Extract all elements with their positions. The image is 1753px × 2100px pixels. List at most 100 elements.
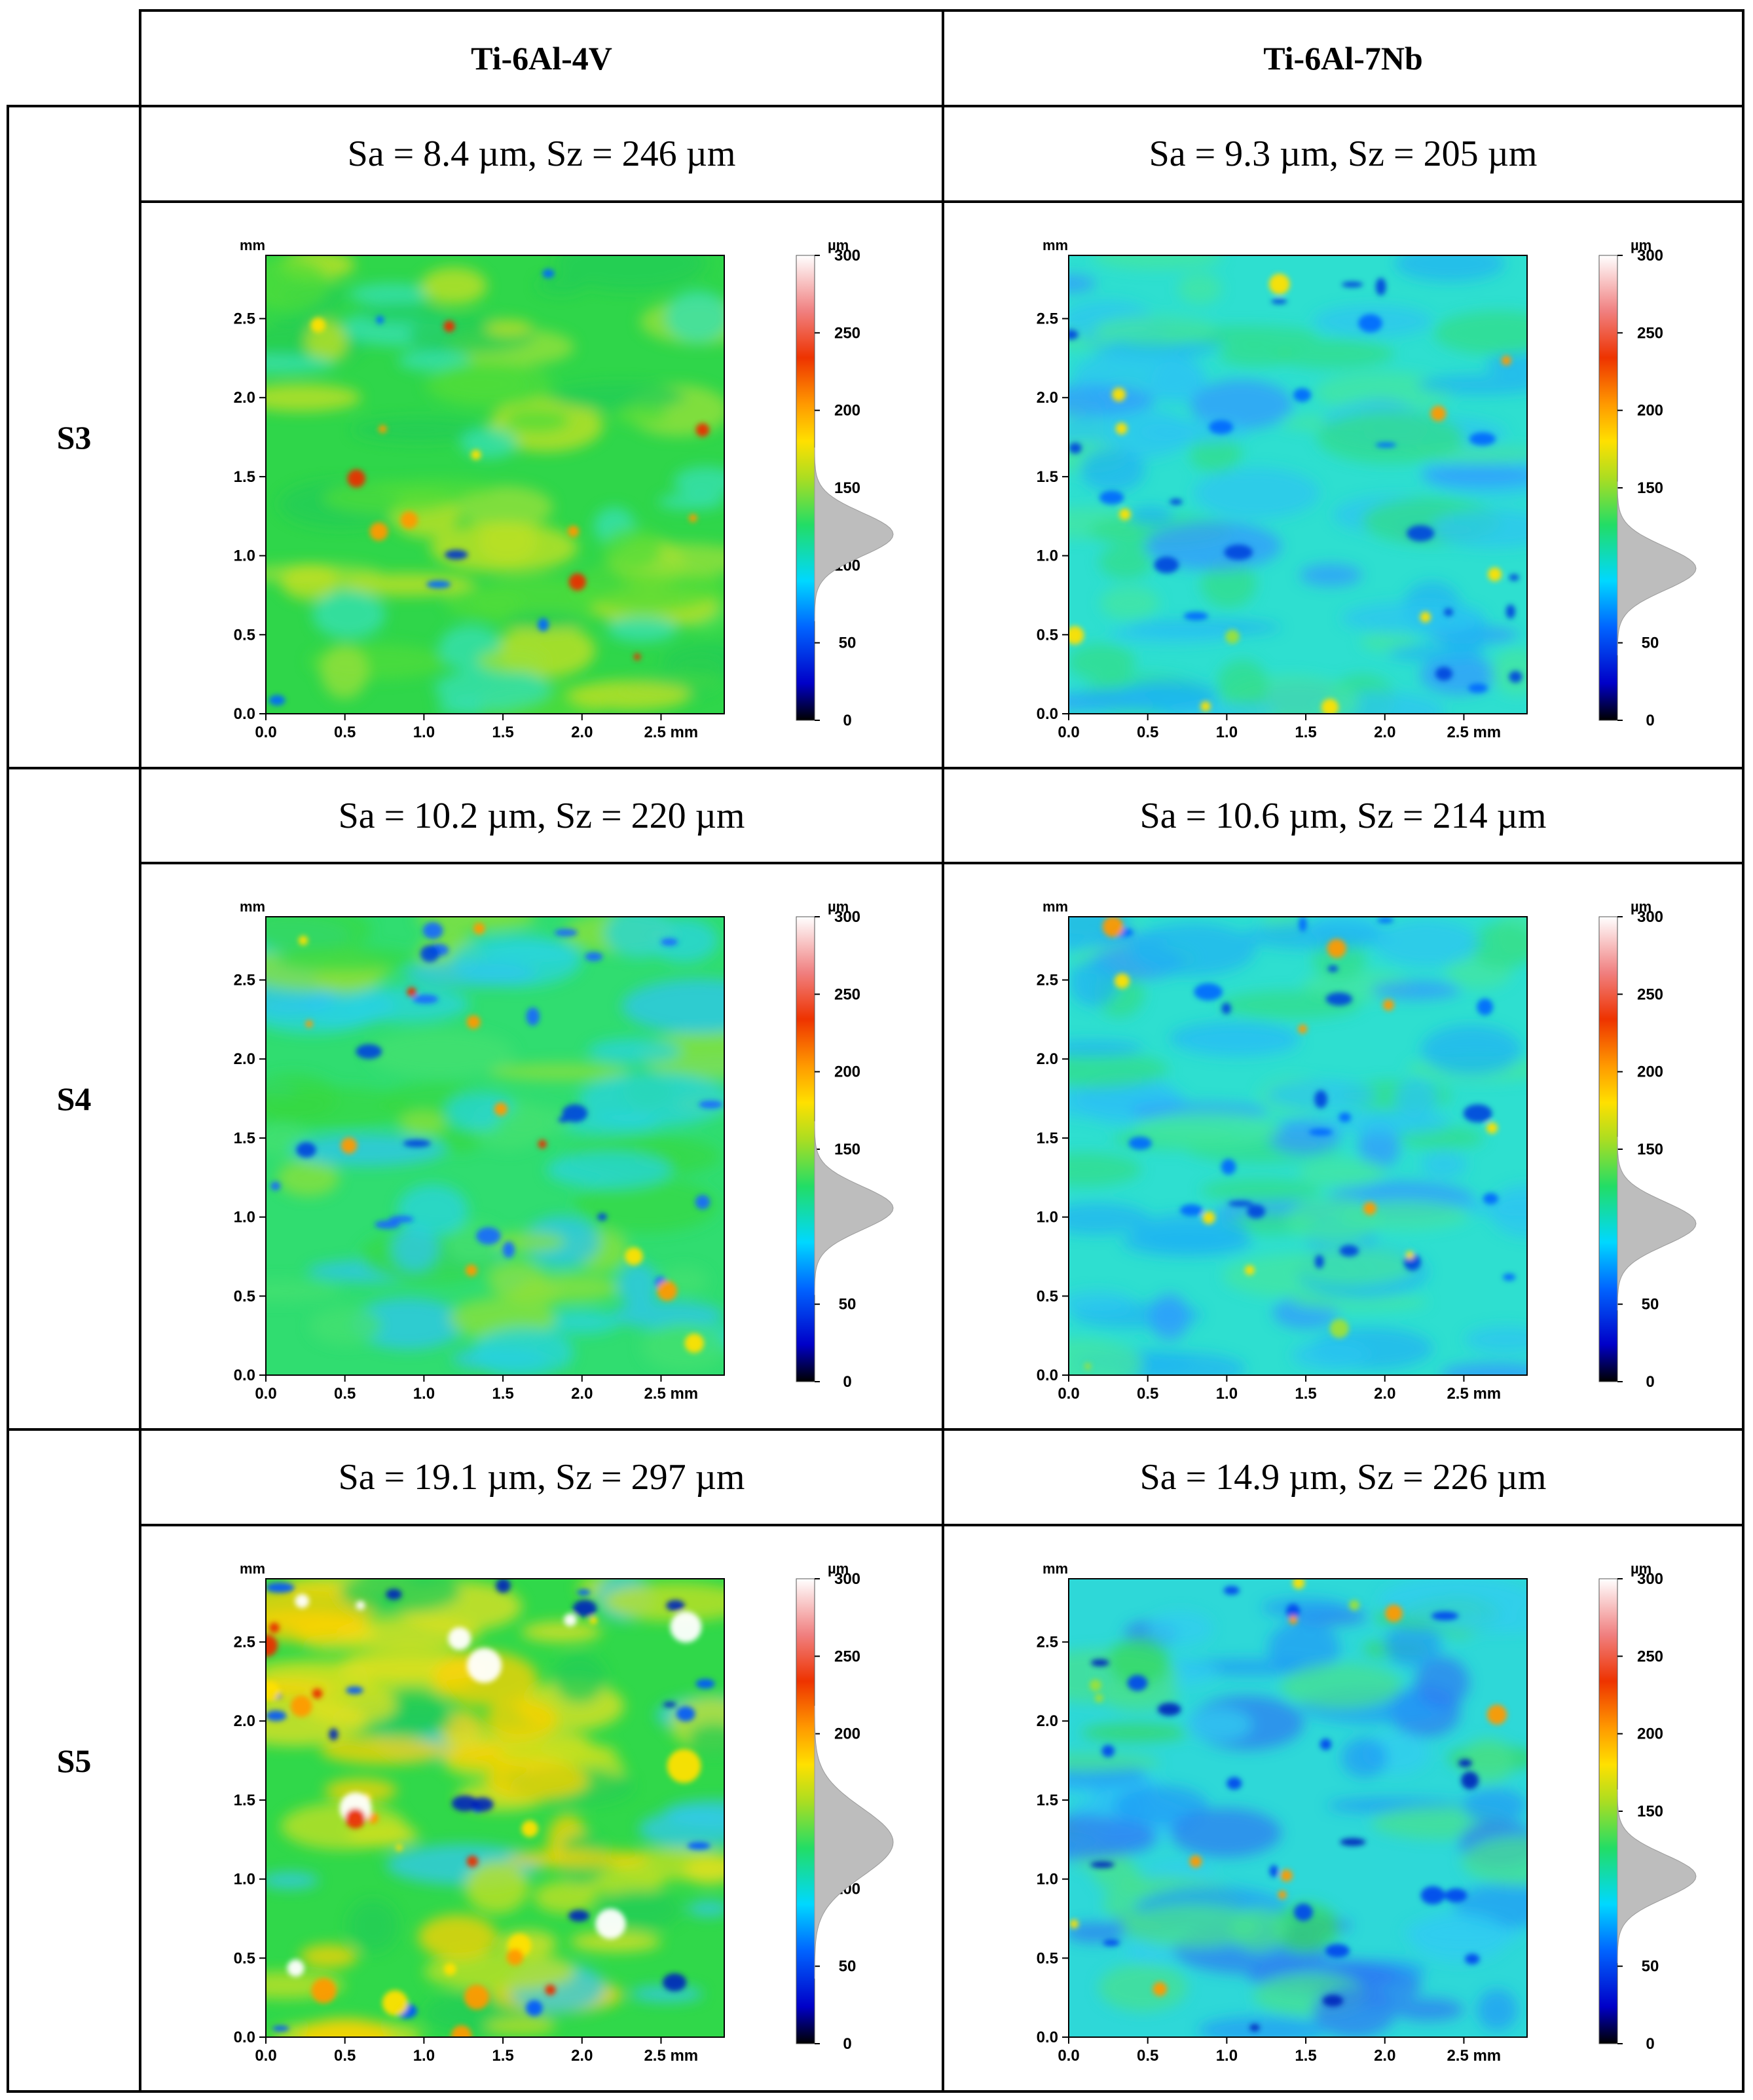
x-tick-label: 0.0 <box>1058 724 1079 741</box>
map-frame <box>1068 916 1528 1376</box>
colorbar-tick-label: 200 <box>834 1725 860 1743</box>
colorbar-tick-label: 150 <box>834 1141 860 1158</box>
texture-blob <box>1069 1815 1158 1860</box>
texture-blob <box>570 1931 661 1952</box>
texture-blob <box>1217 659 1268 710</box>
y-tick-label: 0.0 <box>234 705 255 723</box>
texture-blob <box>367 1029 515 1078</box>
y-tick-label: 2.0 <box>1037 1712 1058 1730</box>
texture-blob <box>281 564 341 600</box>
peak-spot <box>595 1908 626 1939</box>
peak-spot <box>1487 567 1502 581</box>
valley-spot <box>502 1242 515 1258</box>
y-tick-label: 0.0 <box>234 1367 255 1384</box>
texture-blob <box>299 2017 392 2037</box>
texture-blob <box>1229 1907 1287 1951</box>
map-texture-blobs <box>1069 1579 1527 2037</box>
y-tick-label: 0.0 <box>1037 1367 1058 1384</box>
texture-blob <box>1137 420 1249 444</box>
texture-blob <box>1119 679 1219 712</box>
y-tick-label: 1.0 <box>1037 1209 1058 1226</box>
valley-spot <box>420 945 439 963</box>
colorbar <box>796 1578 815 2044</box>
surface-height-map <box>266 1579 724 2037</box>
y-tick-label: 1.5 <box>1037 1130 1058 1147</box>
texture-blob <box>1190 379 1293 430</box>
texture-blob <box>266 1280 341 1302</box>
peak-spot <box>1244 1265 1255 1276</box>
valley-spot <box>422 922 443 940</box>
valley-spot <box>476 1227 501 1245</box>
peak-spot <box>1292 1579 1305 1589</box>
peak-spot <box>521 1820 538 1837</box>
peak-spot <box>290 1695 312 1717</box>
valley-spot <box>1327 965 1338 972</box>
x-tick-label: 0.5 <box>334 724 356 741</box>
texture-blob <box>266 1871 320 1889</box>
texture-blob <box>521 1621 602 1643</box>
texture-blob <box>1069 1202 1151 1235</box>
valley-spot <box>1375 278 1386 296</box>
colorbar-tick-label: 200 <box>1637 1725 1663 1743</box>
colorbar <box>1598 1578 1618 2044</box>
texture-blob <box>1170 1808 1282 1858</box>
texture-blob <box>485 320 534 337</box>
peak-spot <box>1385 1604 1403 1623</box>
texture-blob <box>477 648 547 674</box>
texture-blob <box>1200 559 1257 608</box>
texture-blob <box>663 1799 724 1827</box>
texture-blob <box>1121 1904 1263 1948</box>
x-tick-label: 0.5 <box>334 2047 356 2065</box>
peak-spot <box>356 1600 365 1610</box>
metrics-s3-ti-6al-4v: Sa = 8.4 µm, Sz = 246 µm <box>347 134 736 174</box>
valley-spot <box>1154 557 1179 574</box>
y-tick-label: 2.0 <box>1037 389 1058 407</box>
texture-blob <box>533 1881 597 1913</box>
colorbar <box>1598 255 1618 721</box>
colorbar-unit-label: µm <box>1631 237 1652 253</box>
peak-spot <box>1486 1122 1498 1134</box>
valley-spot <box>1325 1943 1350 1958</box>
x-tick-label: 0.5 <box>1137 724 1158 741</box>
valley-spot <box>1502 1273 1516 1281</box>
y-tick-label: 1.5 <box>1037 1792 1058 1809</box>
valley-spot <box>266 1710 287 1722</box>
texture-blob <box>1198 2016 1326 2037</box>
valley-spot <box>1099 490 1124 505</box>
texture-blob <box>266 1610 367 1642</box>
valley-spot <box>1069 329 1079 340</box>
map-frame <box>265 916 725 1376</box>
x-tick-label: 2.5 mm <box>644 1385 698 1403</box>
metrics-s4-ti-6al-4v: Sa = 10.2 µm, Sz = 220 µm <box>338 795 745 836</box>
texture-blob <box>613 1300 724 1330</box>
colorbar <box>796 255 815 721</box>
y-tick-label: 2.0 <box>234 1712 255 1730</box>
texture-blob <box>322 481 461 515</box>
texture-blob <box>397 350 471 371</box>
texture-blob <box>266 257 331 311</box>
texture-blob <box>1267 1119 1341 1155</box>
grid-label-column-line <box>139 9 141 2093</box>
valley-spot <box>268 695 286 706</box>
valley-spot <box>568 1909 589 1922</box>
valley-spot <box>1509 574 1519 581</box>
valley-spot <box>1299 917 1307 932</box>
colorbar-tick-label: 0 <box>843 712 851 729</box>
texture-blob <box>352 1297 464 1350</box>
peak-spot <box>1189 1855 1202 1868</box>
valley-spot <box>1322 1995 1344 2007</box>
map-texture-blobs <box>266 917 724 1375</box>
valley-spot <box>1128 1136 1152 1150</box>
panel-s5-ti-6al-7nb: mm 0.0 0.5 1.0 1.5 2.0 2.5 0.0 0.5 1.0 1.5 2.0 2.5 m… <box>944 1526 1742 2090</box>
valley-spot <box>1209 420 1234 435</box>
valley-spot <box>1377 917 1394 923</box>
height-distribution-curve <box>1617 1789 1697 1963</box>
texture-blob <box>1490 648 1527 695</box>
peak-spot <box>1268 274 1290 295</box>
peak-spot <box>1118 508 1131 521</box>
texture-blob <box>434 669 551 709</box>
peak-spot <box>407 987 416 997</box>
x-tick-label: 0.0 <box>1058 1385 1079 1403</box>
texture-blob <box>574 1178 718 1233</box>
texture-blob <box>1069 384 1155 416</box>
